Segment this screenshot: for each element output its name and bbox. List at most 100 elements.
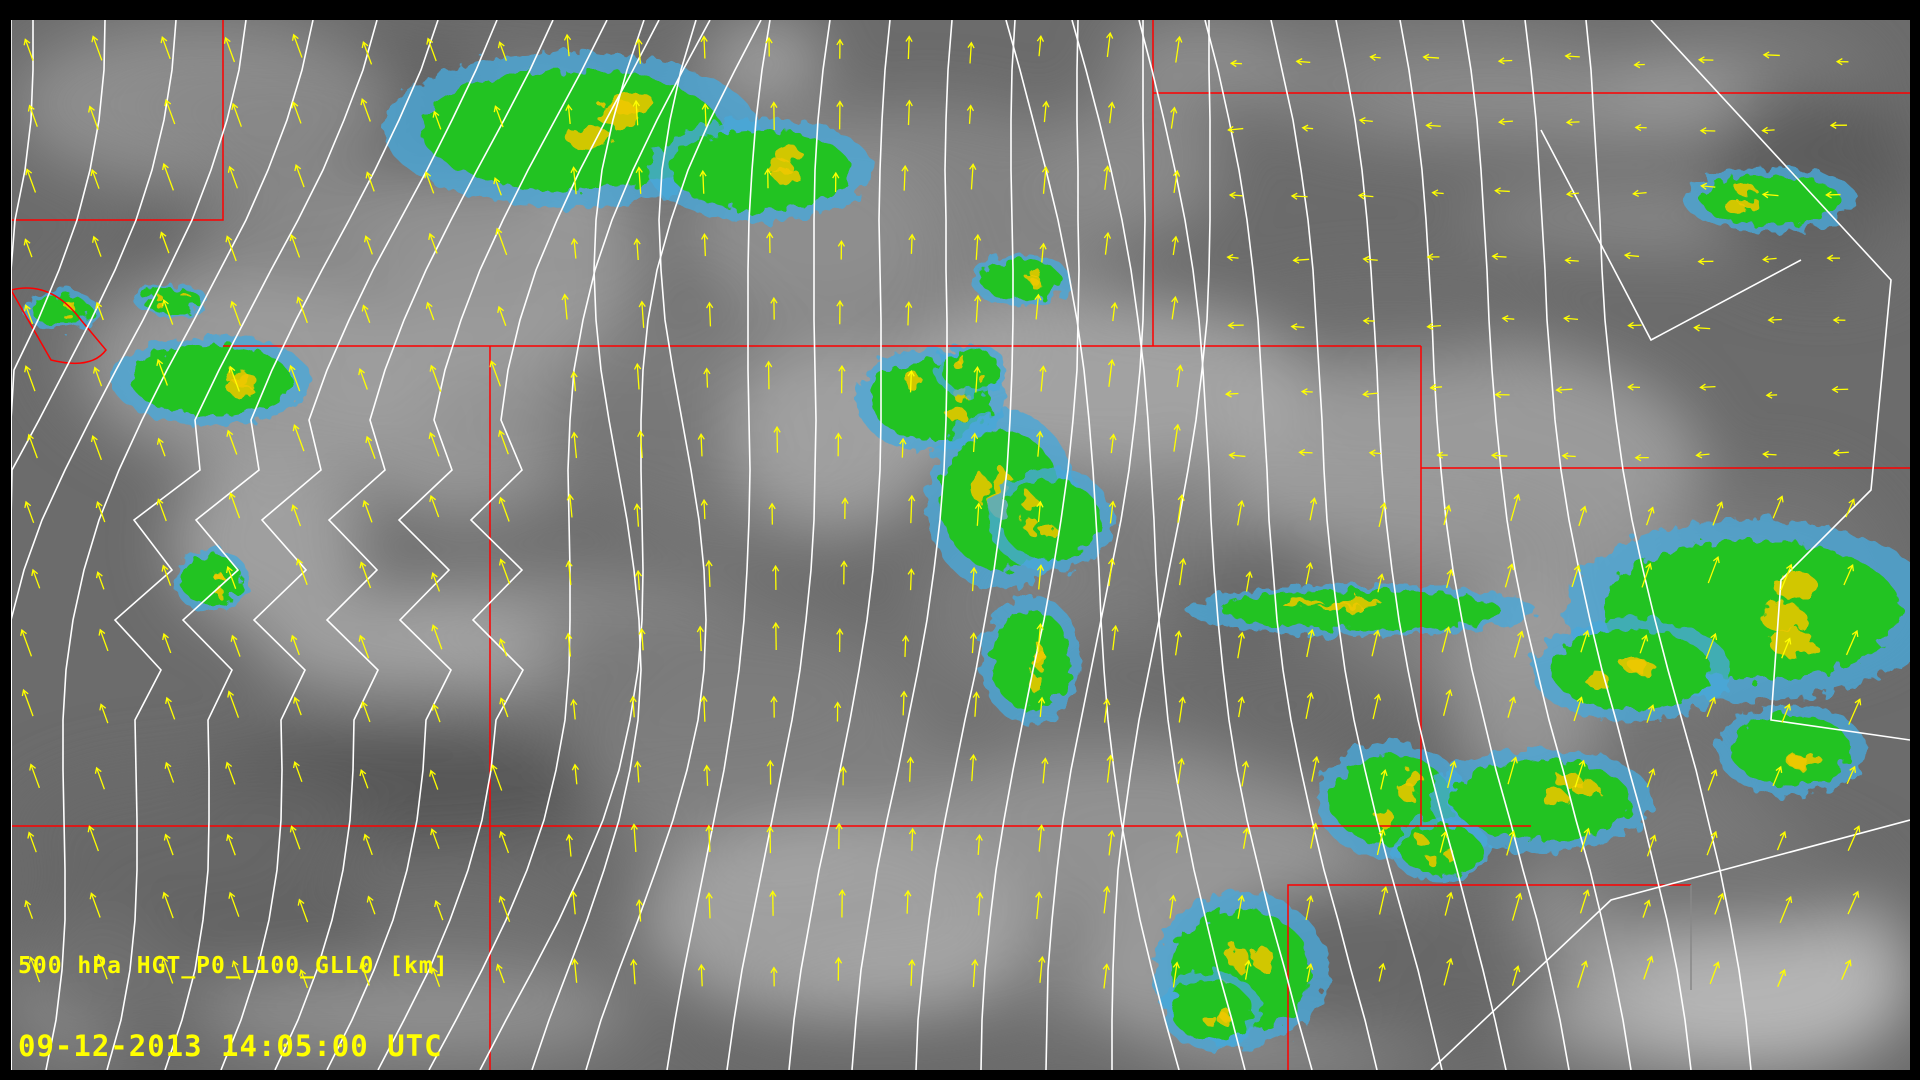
wind-arrow: [289, 825, 301, 850]
wind-arrow: [164, 98, 176, 125]
wind-arrow: [1695, 451, 1710, 459]
wind-arrow: [358, 368, 368, 390]
wind-arrow: [27, 104, 38, 127]
wind-arrow: [296, 558, 308, 586]
wind-shaft: [1104, 166, 1109, 190]
wind-arrowhead: [1036, 35, 1045, 42]
wind-arrowhead: [226, 833, 233, 842]
radar-echo-strong: [609, 91, 655, 116]
wind-arrowhead: [296, 558, 303, 566]
wind-arrowhead: [1490, 451, 1498, 460]
wind-arrow: [490, 764, 503, 791]
wind-arrowhead: [1712, 555, 1720, 564]
wind-arrow: [565, 103, 573, 124]
wind-shaft: [1643, 956, 1653, 980]
wind-arrow: [434, 899, 444, 921]
wind-arrow: [1362, 317, 1375, 325]
wind-arrow: [1761, 191, 1779, 199]
wind-arrow: [225, 235, 237, 262]
wind-shaft: [300, 970, 309, 989]
wind-shaft: [360, 562, 372, 589]
wind-shaft: [904, 636, 907, 657]
wind-shaft: [292, 102, 302, 124]
wind-arrowhead: [366, 895, 374, 903]
height-contour: [45, 20, 314, 1070]
wind-shaft: [1037, 431, 1041, 457]
wind-shaft: [1845, 630, 1858, 656]
wind-arrow: [1848, 698, 1862, 725]
wind-shaft: [1178, 697, 1184, 723]
wind-arrow: [1772, 495, 1784, 519]
wind-arrowhead: [228, 365, 236, 373]
wind-arrow: [1177, 757, 1185, 785]
wind-arrowhead: [1647, 506, 1655, 514]
height-contour: [377, 20, 660, 1070]
weather-map[interactable]: [11, 20, 1910, 1070]
wind-shaft: [293, 424, 305, 452]
wind-arrow: [161, 956, 174, 984]
wind-arrow: [569, 890, 578, 915]
wind-arrowhead: [1426, 322, 1434, 330]
wind-shaft: [100, 704, 109, 724]
radar-echo-strong: [1803, 753, 1822, 768]
wind-arrow: [1376, 828, 1386, 856]
wind-arrowhead: [291, 504, 298, 512]
wind-shaft: [25, 366, 36, 392]
wind-arrowhead: [161, 956, 169, 964]
wind-arrow: [1781, 637, 1792, 659]
wind-arrowhead: [1762, 255, 1770, 263]
wind-shaft: [1302, 390, 1313, 393]
wind-arrowhead: [970, 432, 979, 440]
wind-arrow: [360, 98, 371, 122]
wind-arrow: [1300, 388, 1313, 396]
wind-arrowhead: [293, 696, 300, 704]
wind-arrow: [227, 690, 240, 718]
wind-arrowhead: [361, 40, 369, 49]
wind-arrowhead: [431, 967, 438, 975]
wind-arrow: [99, 703, 109, 724]
wind-arrowhead: [495, 963, 503, 971]
wind-arrowhead: [1228, 451, 1236, 460]
wind-shaft: [229, 493, 241, 519]
wind-shaft: [232, 961, 241, 980]
wind-arrowhead: [1847, 564, 1855, 572]
wind-arrowhead: [1362, 390, 1370, 398]
wind-arrowhead: [705, 559, 713, 567]
radar-echo-strong: [1319, 602, 1362, 611]
wind-arrowhead: [156, 437, 164, 445]
wind-arrowhead: [1172, 961, 1180, 969]
wind-arrowhead: [634, 760, 642, 768]
wind-arrow: [1627, 383, 1641, 391]
height-contour: [1399, 20, 1570, 1070]
wind-shaft: [430, 770, 439, 790]
wind-arrow: [90, 434, 102, 461]
wind-arrowhead: [290, 634, 298, 642]
wind-shaft: [433, 111, 442, 130]
radar-echo-strong: [180, 292, 190, 298]
wind-shaft: [294, 697, 302, 716]
wind-shaft: [638, 167, 642, 194]
wind-arrow: [430, 828, 440, 850]
wind-shaft: [1763, 54, 1780, 57]
wind-arrow: [1501, 315, 1515, 323]
wind-arrowhead: [836, 299, 844, 307]
wind-arrowhead: [1244, 959, 1252, 967]
wind-arrow: [970, 432, 979, 453]
wind-arrowhead: [565, 632, 573, 640]
wind-arrowhead: [1835, 58, 1843, 66]
wind-arrowhead: [296, 296, 304, 304]
wind-shaft: [639, 431, 643, 459]
wind-arrowhead: [24, 500, 32, 508]
wind-arrow: [162, 632, 172, 654]
wind-arrowhead: [1497, 118, 1505, 126]
wind-arrow: [1574, 759, 1586, 788]
wind-arrowhead: [1034, 293, 1042, 301]
wind-arrow: [1037, 824, 1045, 852]
wind-arrowhead: [498, 558, 506, 566]
wind-arrow: [904, 301, 913, 326]
wind-arrow: [1835, 58, 1849, 66]
wind-arrowhead: [1831, 385, 1839, 394]
wind-arrow: [498, 496, 510, 522]
cloud-patch: [458, 592, 899, 753]
